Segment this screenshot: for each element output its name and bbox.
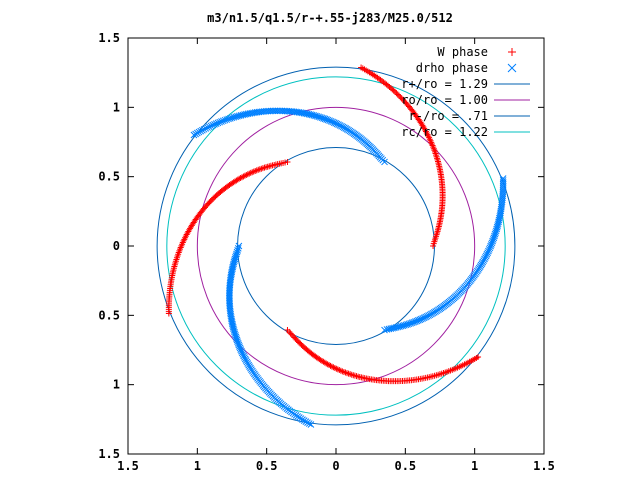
point-plus xyxy=(401,98,408,105)
point-cross xyxy=(480,257,488,264)
legend-label: W phase xyxy=(437,45,488,59)
circle-3 xyxy=(166,76,506,416)
point-plus xyxy=(287,330,294,337)
circle-2 xyxy=(237,147,435,345)
x-tick-label: 1.5 xyxy=(533,459,555,473)
point-plus xyxy=(247,169,254,176)
series-0 xyxy=(165,64,482,385)
point-cross xyxy=(197,127,205,135)
point-plus xyxy=(243,171,250,178)
legend-label: r-/ro = .71 xyxy=(409,109,488,123)
point-cross xyxy=(207,122,215,130)
point-plus xyxy=(165,310,172,317)
x-tick-label: 1 xyxy=(471,459,478,473)
point-cross xyxy=(241,355,249,363)
series-1 xyxy=(190,107,507,428)
point-cross xyxy=(226,291,233,298)
point-cross xyxy=(485,246,493,253)
point-cross xyxy=(199,126,206,134)
circle-1 xyxy=(196,106,476,386)
point-cross xyxy=(219,117,227,125)
point-cross xyxy=(209,121,217,129)
point-plus xyxy=(475,353,482,360)
point-cross xyxy=(205,123,213,131)
point-cross xyxy=(481,254,489,261)
point-cross xyxy=(190,131,198,139)
point-cross xyxy=(223,116,231,123)
point-plus xyxy=(508,48,516,56)
y-tick-label: 0.5 xyxy=(98,308,120,322)
y-tick-label: 1.5 xyxy=(98,447,120,461)
legend-label: drho phase xyxy=(416,61,488,75)
point-cross xyxy=(225,115,232,123)
point-cross xyxy=(221,116,229,124)
point-cross xyxy=(484,249,492,257)
point-plus xyxy=(246,170,253,177)
point-plus xyxy=(328,363,335,370)
point-cross xyxy=(235,242,243,250)
point-cross xyxy=(304,419,311,426)
point-cross xyxy=(212,120,220,127)
point-cross xyxy=(485,247,492,255)
y-tick-label: 1 xyxy=(113,378,120,392)
y-tick-label: 1.5 xyxy=(98,31,120,45)
axis-ticks: 1.5 1 0.5 0 0.5 1 1.51.510.500.511.5 xyxy=(98,31,555,473)
legend-label: ro/ro = 1.00 xyxy=(401,93,488,107)
data-series xyxy=(165,64,507,428)
point-cross xyxy=(226,115,234,122)
point-plus xyxy=(327,362,334,369)
point-plus xyxy=(261,164,268,171)
point-cross xyxy=(200,125,208,133)
point-plus xyxy=(249,169,256,176)
point-plus xyxy=(399,96,406,103)
point-cross xyxy=(482,252,490,260)
x-tick-label: 0.5 xyxy=(256,459,278,473)
point-plus xyxy=(331,365,338,372)
point-cross xyxy=(499,175,507,182)
legend-label: r+/ro = 1.29 xyxy=(401,77,488,91)
point-cross xyxy=(499,177,507,184)
point-plus xyxy=(398,95,405,102)
y-tick-label: 1 xyxy=(113,100,120,114)
point-plus xyxy=(394,91,401,98)
x-tick-label: 0 xyxy=(332,459,339,473)
point-cross xyxy=(481,255,488,263)
legend-label: rc/ro = 1.22 xyxy=(401,125,488,139)
x-tick-label: 0.5 xyxy=(394,459,416,473)
point-plus xyxy=(396,92,403,99)
circle-0 xyxy=(156,66,516,426)
point-cross xyxy=(305,420,313,427)
point-cross xyxy=(211,121,218,128)
point-cross xyxy=(234,246,241,254)
x-tick-label: 1.5 xyxy=(117,459,139,473)
point-cross xyxy=(195,128,203,136)
point-plus xyxy=(333,365,340,372)
point-plus xyxy=(244,171,251,178)
point-cross xyxy=(383,326,391,333)
point-plus xyxy=(358,64,365,71)
point-cross xyxy=(226,289,233,297)
point-cross xyxy=(218,118,225,125)
point-plus xyxy=(250,168,257,175)
point-cross xyxy=(307,421,315,428)
x-tick-label: 1 xyxy=(194,459,201,473)
y-tick-label: 0.5 xyxy=(98,170,120,184)
chart-title: m3/n1.5/q1.5/r-+.55-j283/M25.0/512 xyxy=(207,11,453,25)
legend: W phase drho phase r+/ro = 1.29 ro/ro = 1.0… xyxy=(401,45,530,139)
point-plus xyxy=(397,94,404,101)
point-plus xyxy=(392,88,399,95)
point-cross xyxy=(202,125,210,132)
point-plus xyxy=(330,364,337,371)
point-cross xyxy=(507,63,517,73)
point-plus xyxy=(393,90,400,97)
point-cross xyxy=(234,245,242,252)
point-cross xyxy=(204,124,211,131)
point-plus xyxy=(188,222,195,229)
point-cross xyxy=(216,118,224,126)
point-cross xyxy=(483,250,491,258)
y-tick-label: 0 xyxy=(113,239,120,253)
point-cross xyxy=(214,119,222,127)
